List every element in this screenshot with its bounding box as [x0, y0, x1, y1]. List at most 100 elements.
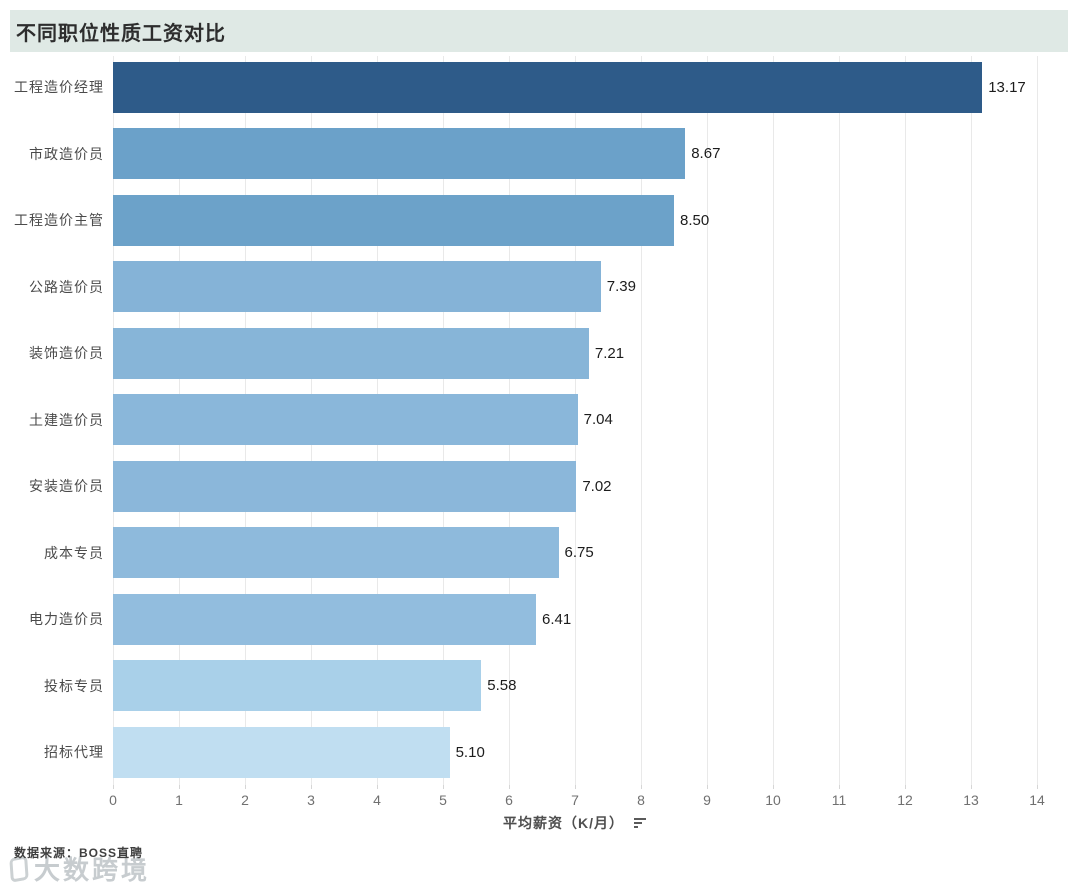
- bar[interactable]: [113, 261, 601, 313]
- bar-track: 7.04: [113, 394, 1037, 446]
- bar-track: 7.21: [113, 327, 1037, 379]
- bar-row: 装饰造价员 7.21: [0, 320, 1080, 387]
- category-label: 成本专员: [44, 544, 104, 561]
- value-label: 13.17: [988, 78, 1026, 96]
- category-label: 工程造价经理: [14, 79, 104, 96]
- category-label: 公路造价员: [29, 278, 104, 295]
- x-axis-title-text: 平均薪资（K/月）: [503, 815, 624, 831]
- bar-track: 5.58: [113, 660, 1037, 712]
- tick-label: 2: [241, 792, 249, 808]
- bar[interactable]: [113, 593, 537, 645]
- bar[interactable]: [113, 194, 674, 246]
- tick-mark: [575, 785, 576, 789]
- tick-mark: [707, 785, 708, 789]
- bar[interactable]: [113, 394, 578, 446]
- tick-label: 14: [1029, 792, 1045, 808]
- tick-label: 8: [637, 792, 645, 808]
- bar-track: 8.50: [113, 194, 1037, 246]
- tick-mark: [113, 785, 114, 789]
- bar-row: 土建造价员 7.04: [0, 387, 1080, 454]
- tick-mark: [509, 785, 510, 789]
- tick-mark: [179, 785, 180, 789]
- bar-track: 13.17: [113, 61, 1037, 113]
- bar-track: 8.67: [113, 128, 1037, 180]
- tick-mark: [971, 785, 972, 789]
- category-label: 装饰造价员: [29, 345, 104, 362]
- grid-line: [641, 56, 642, 785]
- value-label: 7.02: [582, 477, 612, 495]
- x-axis: 0 1 2 3 4 5 6 7 8 9 10 11 12 13 14: [109, 785, 1045, 811]
- grid-line: [707, 56, 708, 785]
- bar[interactable]: [113, 660, 482, 712]
- bar-row: 成本专员 6.75: [0, 520, 1080, 587]
- footer: 大数跨境 数据来源：BOSS直聘: [9, 842, 410, 884]
- bar-row: 电力造价员 6.41: [0, 586, 1080, 653]
- tick-label: 9: [703, 792, 711, 808]
- value-label: 5.58: [487, 677, 517, 695]
- chart-title: 不同职位性质工资对比: [16, 22, 226, 45]
- tick-mark: [311, 785, 312, 789]
- value-label: 6.75: [564, 544, 594, 562]
- grid-line: [1037, 56, 1038, 785]
- bar[interactable]: [113, 128, 686, 180]
- bar-track: 5.10: [113, 726, 1037, 778]
- tick-label: 7: [571, 792, 579, 808]
- bar-row: 招标代理 5.10: [0, 719, 1080, 786]
- category-label: 投标专员: [44, 677, 104, 694]
- value-label: 7.21: [594, 344, 625, 362]
- category-label: 电力造价员: [29, 611, 104, 628]
- value-label: 5.10: [455, 743, 485, 761]
- category-label: 安装造价员: [29, 478, 104, 495]
- bar[interactable]: [113, 527, 559, 579]
- tick-label: 0: [109, 792, 117, 808]
- bar-chart: 工程造价经理 13.17 市政造价员 8.67 工程造价主管 8.50 公路造价员 7.39 装…: [0, 54, 1080, 786]
- bar[interactable]: [113, 327, 589, 379]
- value-label: 7.39: [606, 278, 636, 296]
- tick-mark: [641, 785, 642, 789]
- tick-label: 10: [765, 792, 781, 808]
- category-label: 招标代理: [44, 744, 104, 761]
- tick-mark: [773, 785, 774, 789]
- grid-line: [905, 56, 906, 785]
- tick-label: 6: [505, 792, 513, 808]
- bar-row: 市政造价员 8.67: [0, 121, 1080, 188]
- value-label: 8.67: [691, 145, 721, 163]
- bar-track: 6.41: [113, 593, 1037, 645]
- tick-mark: [1037, 785, 1038, 789]
- tick-mark: [905, 785, 906, 789]
- chart-title-banner: 不同职位性质工资对比: [10, 10, 1068, 52]
- bar[interactable]: [113, 726, 450, 778]
- grid-line: [773, 56, 774, 785]
- watermark-text: 大数跨境: [34, 855, 151, 884]
- grid-line: [839, 56, 840, 785]
- value-label: 7.04: [583, 411, 613, 429]
- bar-row: 工程造价经理 13.17: [0, 54, 1080, 121]
- bar-track: 6.75: [113, 527, 1037, 579]
- bar[interactable]: [113, 61, 983, 113]
- bar-row: 投标专员 5.58: [0, 653, 1080, 720]
- tick-label: 11: [831, 792, 847, 808]
- value-label: 8.50: [680, 211, 710, 229]
- data-source-text: 数据来源：BOSS直聘: [14, 846, 144, 860]
- tick-mark: [377, 785, 378, 789]
- tick-label: 1: [175, 792, 183, 808]
- bar-track: 7.02: [113, 460, 1037, 512]
- category-label: 工程造价主管: [14, 212, 104, 229]
- tick-label: 12: [897, 792, 913, 808]
- bar[interactable]: [113, 460, 577, 512]
- tick-label: 3: [307, 792, 315, 808]
- bar-row: 工程造价主管 8.50: [0, 187, 1080, 254]
- value-label: 6.41: [542, 610, 572, 628]
- grid-line: [971, 56, 972, 785]
- sort-descending-icon[interactable]: [634, 816, 647, 830]
- tick-label: 5: [439, 792, 447, 808]
- watermark: 大数跨境: [9, 850, 151, 884]
- tick-mark: [839, 785, 840, 789]
- tick-mark: [443, 785, 444, 789]
- tick-mark: [245, 785, 246, 789]
- category-label: 土建造价员: [29, 411, 104, 428]
- category-label: 市政造价员: [29, 145, 104, 162]
- bar-row: 安装造价员 7.02: [0, 453, 1080, 520]
- bar-row: 公路造价员 7.39: [0, 254, 1080, 321]
